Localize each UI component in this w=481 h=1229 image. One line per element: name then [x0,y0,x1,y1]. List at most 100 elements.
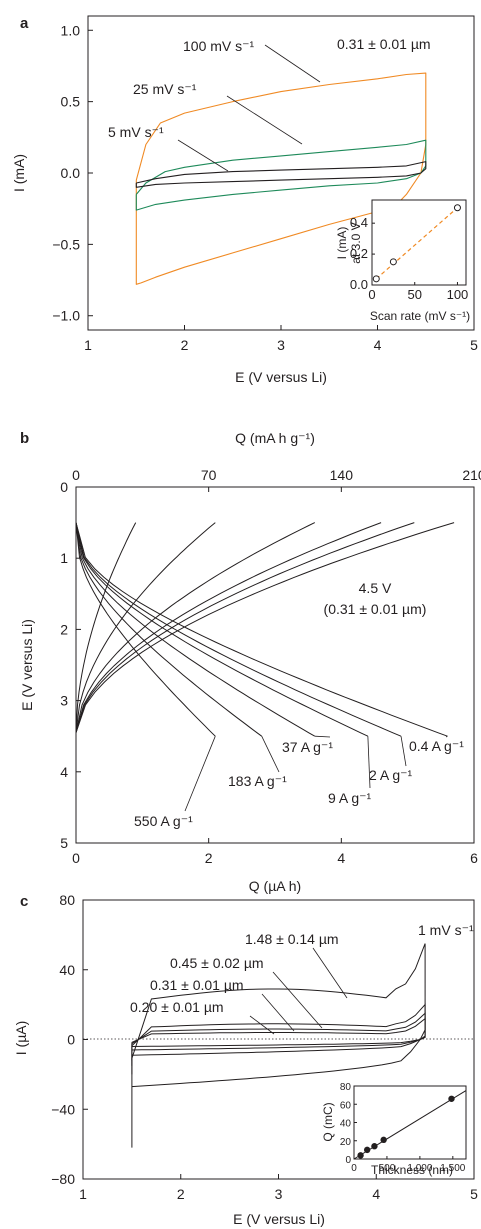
panel-b-charge-curve-1 [75,522,216,733]
panel-a-y-tick-label: −1.0 [52,308,80,324]
inset-a-fit-line [375,207,458,280]
panel-c-y-tick-label: 40 [59,962,75,978]
panel-b-rate-leader [400,736,407,767]
panel-c-y-axis-label: I (µA) [13,1021,29,1056]
panel-c-label: c [20,893,28,910]
panel-c-x-tick-label: 2 [177,1186,185,1202]
panel-b-discharge-curve-4 [75,522,402,737]
panel-a-x-tick-label: 3 [277,337,285,353]
panel-c-x-tick-label: 5 [470,1186,478,1202]
panel-b-charge-curve-2 [75,522,316,733]
inset-c-x-tick-label: 1,500 [440,1163,465,1174]
panel-b-rate-leader [184,736,216,812]
panel-c-series-2 [131,1012,426,1066]
inset-a-x-tick-label: 50 [407,287,421,302]
panel-c-y-tick-label: −40 [51,1101,75,1117]
panel-b-label: b [20,430,29,447]
annotation-thickness-148: 1.48 ± 0.14 µm [245,931,339,947]
panel-b-discharge-curve-0 [75,522,216,737]
annotation-thickness-020: 0.20 ± 0.01 µm [130,999,224,1015]
panel-c: c 1 2 3 4 5 80 40 0 −40 −80 E (V versus Li) I (µA… [13,892,478,1227]
panel-b-rate-leader [367,736,371,789]
annotation-scan-rate-c: 1 mV s⁻¹ [418,922,474,938]
leader-thickness-020 [249,1015,275,1035]
inset-a-y-tick-label: 0.0 [350,277,368,292]
inset-a-x-label: Scan rate (mV s⁻¹) [370,309,470,323]
panel-b-frame [75,486,475,844]
inset-c-point [363,1146,371,1154]
panel-b-y-tick-label: 2 [60,621,68,637]
inset-a-x-tick-label: 0 [368,287,375,302]
panel-c-x-tick-label: 4 [372,1186,380,1202]
panel-b-y-tick-label: 4 [60,764,68,780]
panel-b-charge-curve-4 [75,522,415,733]
panel-a-y-tick-label: 0.0 [61,165,81,181]
panel-b-rate-label: 183 A g⁻¹ [228,773,287,789]
inset-c-point [357,1152,364,1159]
panel-a-x-tick-label: 1 [84,337,92,353]
panel-b-rate-label: 0.4 A g⁻¹ [409,738,464,754]
panel-b-rate-leader [314,735,331,738]
panel-b-discharge-curve-5 [75,522,448,737]
panel-b-charge-curve-3 [75,522,382,733]
panel-b-y-tick-label: 5 [60,835,68,851]
inset-c-y-tick-label: 20 [340,1137,352,1148]
panel-b: b 0246070140210543210 Q (mA h g⁻¹) Q (µA… [19,430,481,894]
panel-b-x-axis-label: Q (µA h) [249,878,301,894]
inset-a-y-label-line1: I (mA) [335,227,349,260]
annotation-100-mv: 100 mV s⁻¹ [183,38,255,54]
inset-c-y-tick-label: 80 [340,1082,352,1093]
panel-b-rate-leader [445,735,448,738]
panel-a-y-tick-label: −0.5 [52,236,80,252]
panel-a-x-tick-label: 5 [470,337,478,353]
panel-b-x-tick-label: 4 [337,850,345,866]
inset-c-x-tick-label: 500 [379,1163,396,1174]
panel-c-y-tick-label: 80 [59,892,75,908]
panel-b-y-axis-label: E (V versus Li) [19,619,35,711]
panel-b-rate-label: 2 A g⁻¹ [369,767,413,783]
annotation-thickness-a: 0.31 ± 0.01 µm [337,36,431,52]
inset-c-y-label: Q (mC) [321,1102,335,1141]
panel-b-top-tick-label: 210 [462,467,481,483]
panel-a-series-2 [135,161,427,188]
panel-a: a 1 2 3 4 5 1.0 0.5 0.0 −0.5 −1.0 E (V versus Li)… [11,15,478,385]
panel-b-rate-label: 550 A g⁻¹ [134,813,193,829]
inset-a-point [389,258,397,266]
panel-b-top-tick-label: 0 [72,467,80,483]
panel-b-charge-curve-0 [75,522,137,733]
panel-a-inset: 0 50 100 0.0 0.2 0.4 I (mA) at 3.0 V Scan rat… [335,199,470,323]
inset-c-point [371,1143,378,1150]
inset-c-x-label: Thickness (nm) [371,1163,453,1177]
panel-c-y-tick-label: −80 [51,1171,75,1187]
panel-b-x-tick-label: 0 [72,850,80,866]
panel-a-x-tick-label: 4 [374,337,382,353]
panel-b-x-tick-label: 2 [205,850,213,866]
annotation-25-mv: 25 mV s⁻¹ [133,81,197,97]
panel-b-discharge-curve-1 [75,522,262,737]
panel-a-x-tick-label: 2 [181,337,189,353]
panel-b-discharge-curve-3 [75,522,369,737]
inset-c-point [448,1095,455,1102]
leader-thickness-148 [312,947,348,999]
panel-c-inset: 0 500 1,000 1,500 0 20 40 60 80 Thickness (nm) Q… [321,1082,467,1177]
panel-c-series-1 [131,1003,426,1075]
annotation-thickness-031: 0.31 ± 0.01 µm [150,977,244,993]
panel-c-series-3 [131,1017,426,1061]
annotation-voltage-b: 4.5 V [359,580,392,596]
inset-c-y-tick-label: 0 [345,1155,351,1166]
leader-5-mv [177,139,229,172]
leader-thickness-045 [272,971,323,1029]
panel-a-x-axis-label: E (V versus Li) [235,369,327,385]
inset-a-x-tick-label: 100 [447,287,469,302]
inset-c-y-tick-label: 60 [340,1100,352,1111]
panel-c-x-axis-label: E (V versus Li) [233,1211,325,1227]
inset-c-x-tick-label: 0 [351,1163,357,1174]
panel-c-y-tick-label: 0 [67,1032,75,1048]
inset-a-y-tick-label: 0.2 [350,246,368,261]
annotation-thickness-b: (0.31 ± 0.01 µm) [324,601,427,617]
panel-a-label: a [20,15,29,32]
panel-b-rate-leader [261,736,280,773]
panel-c-x-tick-label: 1 [79,1186,87,1202]
annotation-5-mv: 5 mV s⁻¹ [108,124,164,140]
